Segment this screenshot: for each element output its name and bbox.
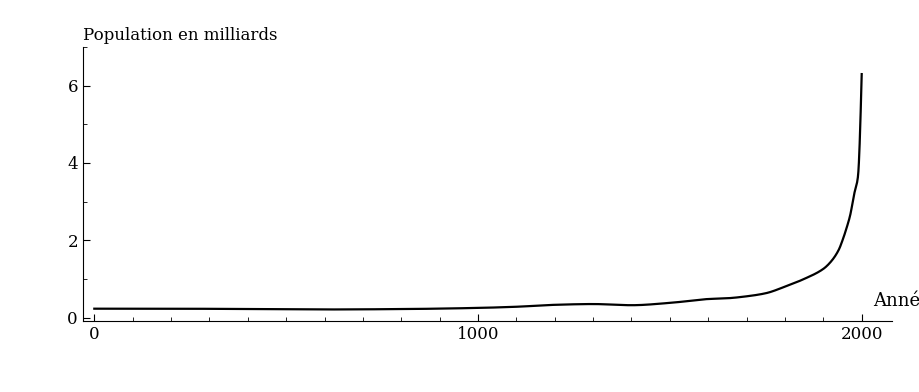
Text: Années: Années [872, 292, 919, 310]
Text: Population en milliards: Population en milliards [83, 27, 277, 44]
